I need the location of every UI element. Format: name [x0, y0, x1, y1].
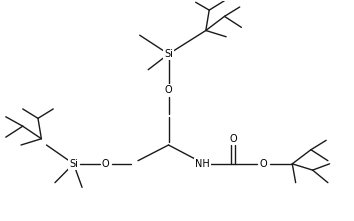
Text: NH: NH — [195, 159, 210, 169]
Text: Si: Si — [69, 159, 78, 169]
Text: Si: Si — [164, 49, 173, 59]
Text: O: O — [165, 85, 172, 95]
Text: O: O — [102, 159, 110, 169]
Text: O: O — [259, 159, 267, 169]
Text: O: O — [229, 134, 237, 144]
